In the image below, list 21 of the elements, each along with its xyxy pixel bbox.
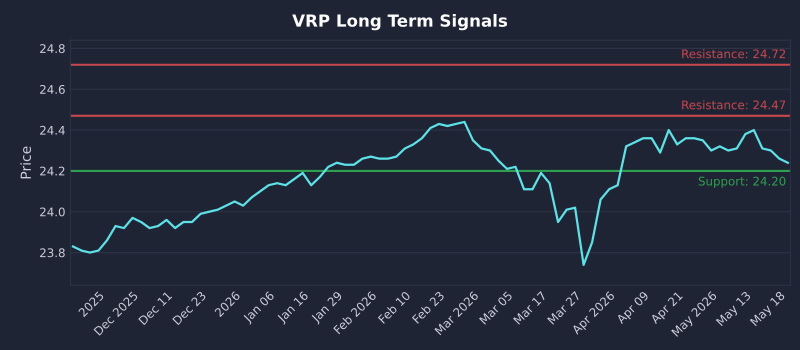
- x-tick-label: Jan 06: [242, 290, 276, 325]
- y-tick-label: 24.4: [40, 126, 65, 135]
- y-tick-label: 24.2: [40, 166, 64, 176]
- x-tick-label: Dec 23: [172, 290, 206, 326]
- x-tick-label: Feb 23: [412, 290, 445, 324]
- y-axis-title: Price: [20, 146, 32, 178]
- x-tick-label: Mar 05: [478, 290, 513, 325]
- x-tick-label: Apr 09: [616, 290, 651, 326]
- y-tick-label: 23.8: [40, 248, 65, 258]
- y-tick-label: 24.6: [40, 84, 65, 94]
- y-tick-label: 24.8: [40, 44, 65, 54]
- x-tick-label: Jan 16: [276, 290, 310, 325]
- ref-line-label: Resistance: 24.47: [682, 100, 786, 110]
- ref-line-label: Support: 24.20: [698, 176, 786, 188]
- y-tick-label: 24.0: [40, 207, 65, 216]
- ref-line-label: Resistance: 24.72: [682, 49, 786, 58]
- line-series: [72, 120, 789, 266]
- x-tick-label: Mar 17: [513, 291, 547, 325]
- x-tick-label: Dec 11: [138, 291, 172, 326]
- x-tick-label: Feb 10: [378, 290, 411, 324]
- chart-title: VRP Long Term Signals: [292, 14, 508, 30]
